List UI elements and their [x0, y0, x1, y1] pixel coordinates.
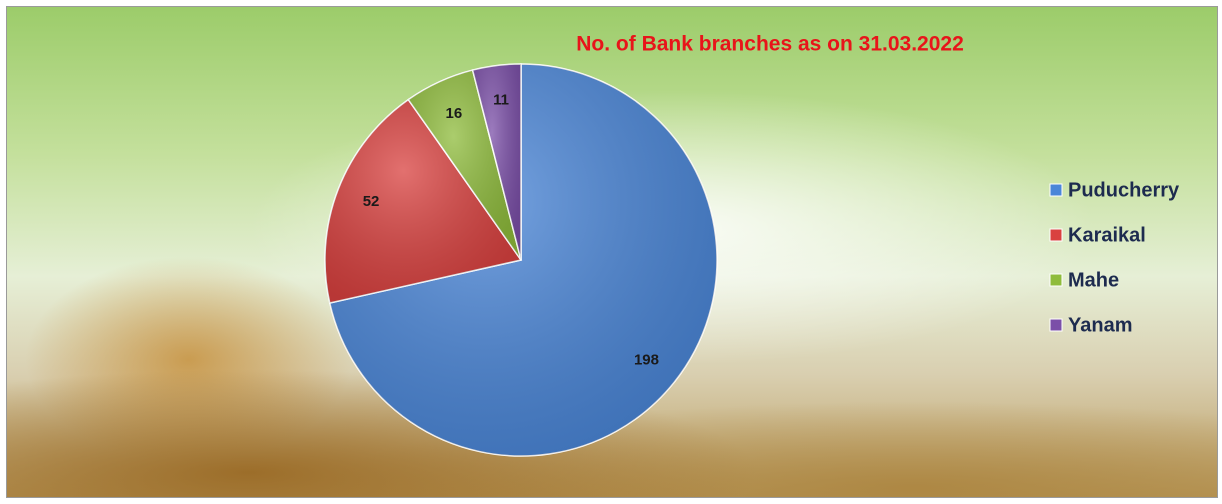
slice-shade [472, 64, 521, 260]
slice-shade [408, 70, 521, 260]
legend-label: Karaikal [1068, 224, 1146, 246]
slice-shade [329, 64, 717, 456]
data-label: 52 [363, 193, 380, 210]
legend-swatch [1049, 273, 1063, 287]
slice-shade [324, 99, 521, 303]
legend-label: Yanam [1068, 314, 1132, 336]
data-label: 198 [634, 351, 659, 368]
legend-swatch [1049, 183, 1063, 197]
data-label: 11 [493, 91, 509, 108]
legend-label: Puducherry [1068, 179, 1180, 201]
chart-title: No. of Bank branches as on 31.03.2022 [576, 33, 964, 56]
legend-swatch [1049, 228, 1063, 242]
legend-swatch [1049, 318, 1063, 332]
data-label: 16 [446, 105, 463, 122]
legend-label: Mahe [1068, 269, 1119, 291]
